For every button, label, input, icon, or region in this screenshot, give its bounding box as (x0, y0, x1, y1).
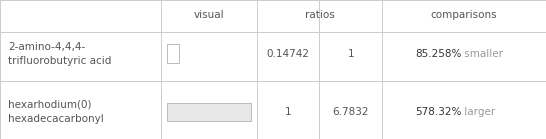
Bar (167, 44, 179, 63)
Text: 1: 1 (284, 107, 292, 117)
Text: hexarhodium(0)
hexadecacarbonyl: hexarhodium(0) hexadecacarbonyl (8, 100, 104, 124)
Text: 2-amino-4,4,4-
trifluorobutyric acid: 2-amino-4,4,4- trifluorobutyric acid (8, 42, 111, 65)
Text: ratios: ratios (305, 10, 334, 20)
Text: 0.14742: 0.14742 (266, 49, 310, 59)
Text: smaller: smaller (461, 49, 503, 59)
Text: larger: larger (461, 107, 496, 117)
Text: comparisons: comparisons (431, 10, 497, 20)
Bar (167, 103, 251, 121)
Text: 578.32%: 578.32% (415, 107, 461, 117)
Text: 85.258%: 85.258% (415, 49, 461, 59)
Text: 1: 1 (347, 49, 354, 59)
Text: visual: visual (193, 10, 224, 20)
Text: 6.7832: 6.7832 (333, 107, 369, 117)
